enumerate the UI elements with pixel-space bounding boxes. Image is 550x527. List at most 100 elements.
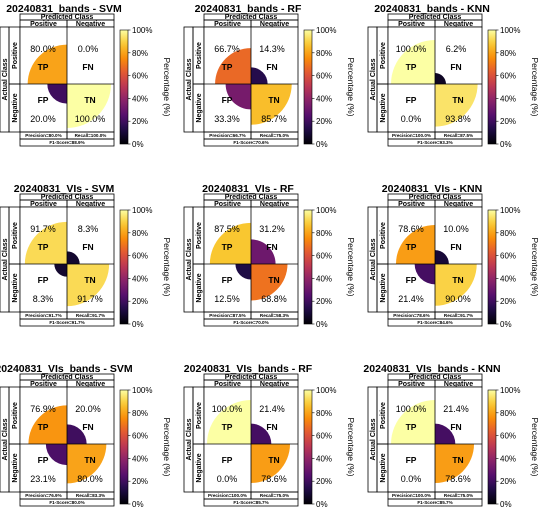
cell-wedge bbox=[27, 44, 67, 84]
colorbar-tick-label: 100% bbox=[500, 386, 520, 395]
tn-value-label: 80.0% bbox=[77, 474, 103, 484]
colorbar-tick-label: 20% bbox=[500, 117, 516, 126]
colorbar-tick-label: 20% bbox=[500, 297, 516, 306]
cell-wedge bbox=[251, 444, 291, 484]
colorbar-tick-label: 80% bbox=[132, 229, 148, 238]
colorbar-tick-label: 40% bbox=[316, 94, 332, 103]
colorbar-title: Percentage (%) bbox=[162, 237, 172, 296]
colorbar bbox=[119, 389, 129, 505]
panel-title: 20240831_VIs_bands - SVM bbox=[0, 363, 133, 375]
row-negative-label: Negative bbox=[380, 453, 387, 482]
fp-value-label: 23.1% bbox=[30, 474, 56, 484]
colorbar-tick-label: 20% bbox=[132, 117, 148, 126]
fp-value-label: 0.0% bbox=[217, 474, 238, 484]
tn-quadrant-label: TN bbox=[84, 455, 95, 465]
fn-value-label: 6.2% bbox=[446, 44, 467, 54]
cell-wedge bbox=[395, 224, 435, 264]
cell-wedge bbox=[67, 84, 111, 128]
tp-value-label: 100.0% bbox=[212, 404, 243, 414]
cell-wedge bbox=[435, 250, 449, 264]
colorbar-tick-label: 60% bbox=[316, 432, 332, 441]
recall-label: Recall=87.5% bbox=[444, 133, 473, 138]
colorbar-tick-label: 40% bbox=[132, 454, 148, 463]
colorbar-tick-label: 60% bbox=[316, 252, 332, 261]
cell-wedge bbox=[435, 73, 446, 84]
tp-quadrant-label: TP bbox=[406, 422, 417, 432]
colorbar-title: Percentage (%) bbox=[530, 417, 540, 476]
tn-quadrant-label: TN bbox=[268, 95, 279, 105]
column-negative-label: Negative bbox=[444, 21, 473, 28]
fp-value-label: 33.3% bbox=[214, 114, 240, 124]
predicted-class-label: Predicted Class bbox=[409, 194, 462, 201]
colorbar-tick-label: 100% bbox=[500, 26, 520, 35]
f1-score-label: F1-Score=80.0% bbox=[49, 500, 84, 505]
column-positive-label: Positive bbox=[214, 21, 241, 28]
precision-label: Precision=76.9% bbox=[25, 493, 61, 498]
colorbar-tick-label: 100% bbox=[316, 206, 336, 215]
colorbar-tick-label: 80% bbox=[500, 409, 516, 418]
colorbar-tick-label: 20% bbox=[500, 477, 516, 486]
fn-value-label: 31.2% bbox=[259, 224, 285, 234]
colorbar-tick-label: 0% bbox=[500, 320, 512, 329]
colorbar-tick-label: 60% bbox=[132, 432, 148, 441]
fn-quadrant-label: FN bbox=[82, 422, 93, 432]
fp-quadrant-label: FP bbox=[222, 455, 233, 465]
fp-value-label: 0.0% bbox=[401, 114, 422, 124]
column-positive-label: Positive bbox=[398, 21, 425, 28]
tp-value-label: 87.5% bbox=[214, 224, 240, 234]
colorbar-title: Percentage (%) bbox=[162, 57, 172, 116]
row-positive-label: Positive bbox=[380, 402, 387, 429]
tp-value-label: 100.0% bbox=[396, 44, 427, 54]
colorbar-tick-label: 100% bbox=[132, 386, 152, 395]
row-negative-label: Negative bbox=[12, 93, 19, 122]
colorbar-tick-label: 0% bbox=[316, 140, 328, 149]
panel-title: 20240831_bands - RF bbox=[195, 3, 302, 15]
panel-title: 20240831_VIs_bands - RF bbox=[184, 363, 313, 375]
row-negative-label: Negative bbox=[196, 453, 203, 482]
cell-wedge bbox=[207, 400, 251, 444]
fn-quadrant-label: FN bbox=[450, 242, 461, 252]
tn-quadrant-label: TN bbox=[452, 95, 463, 105]
actual-class-label: Actual Class bbox=[2, 58, 9, 100]
colorbar bbox=[303, 29, 313, 145]
colorbar bbox=[487, 29, 497, 145]
colorbar-tick-label: 0% bbox=[500, 140, 512, 149]
tp-quadrant-label: TP bbox=[222, 422, 233, 432]
colorbar-tick-label: 20% bbox=[316, 297, 332, 306]
fp-quadrant-label: FP bbox=[222, 95, 233, 105]
actual-class-label: Actual Class bbox=[2, 238, 9, 280]
fn-value-label: 0.0% bbox=[78, 44, 99, 54]
tn-value-label: 93.8% bbox=[445, 114, 471, 124]
recall-label: Recall=58.3% bbox=[260, 313, 289, 318]
cell-wedge bbox=[391, 40, 435, 84]
fp-quadrant-label: FP bbox=[406, 95, 417, 105]
cell-wedge bbox=[225, 84, 251, 110]
fn-quadrant-label: FN bbox=[450, 62, 461, 72]
fn-value-label: 20.0% bbox=[75, 404, 101, 414]
cell-wedge bbox=[67, 424, 87, 444]
tp-value-label: 91.7% bbox=[30, 224, 56, 234]
tp-quadrant-label: TP bbox=[38, 242, 49, 252]
colorbar-tick-label: 60% bbox=[500, 432, 516, 441]
cell-wedge bbox=[414, 264, 435, 285]
colorbar-tick-label: 20% bbox=[316, 477, 332, 486]
colorbar-tick-label: 40% bbox=[316, 454, 332, 463]
colorbar-tick-label: 0% bbox=[500, 500, 512, 509]
colorbar-tick-label: 40% bbox=[316, 274, 332, 283]
colorbar bbox=[487, 209, 497, 325]
colorbar-tick-label: 60% bbox=[132, 72, 148, 81]
cell-wedge bbox=[435, 264, 477, 306]
tn-quadrant-label: TN bbox=[452, 275, 463, 285]
colorbar-title: Percentage (%) bbox=[346, 417, 356, 476]
tn-quadrant-label: TN bbox=[84, 95, 95, 105]
panel-title: 20240831_bands - KNN bbox=[374, 3, 490, 15]
cell-wedge bbox=[435, 423, 456, 444]
colorbar-tick-label: 80% bbox=[132, 49, 148, 58]
f1-score-label: F1-Score=70.0% bbox=[233, 320, 268, 325]
colorbar-tick-label: 0% bbox=[132, 320, 144, 329]
f1-score-label: F1-Score=85.7% bbox=[417, 500, 452, 505]
